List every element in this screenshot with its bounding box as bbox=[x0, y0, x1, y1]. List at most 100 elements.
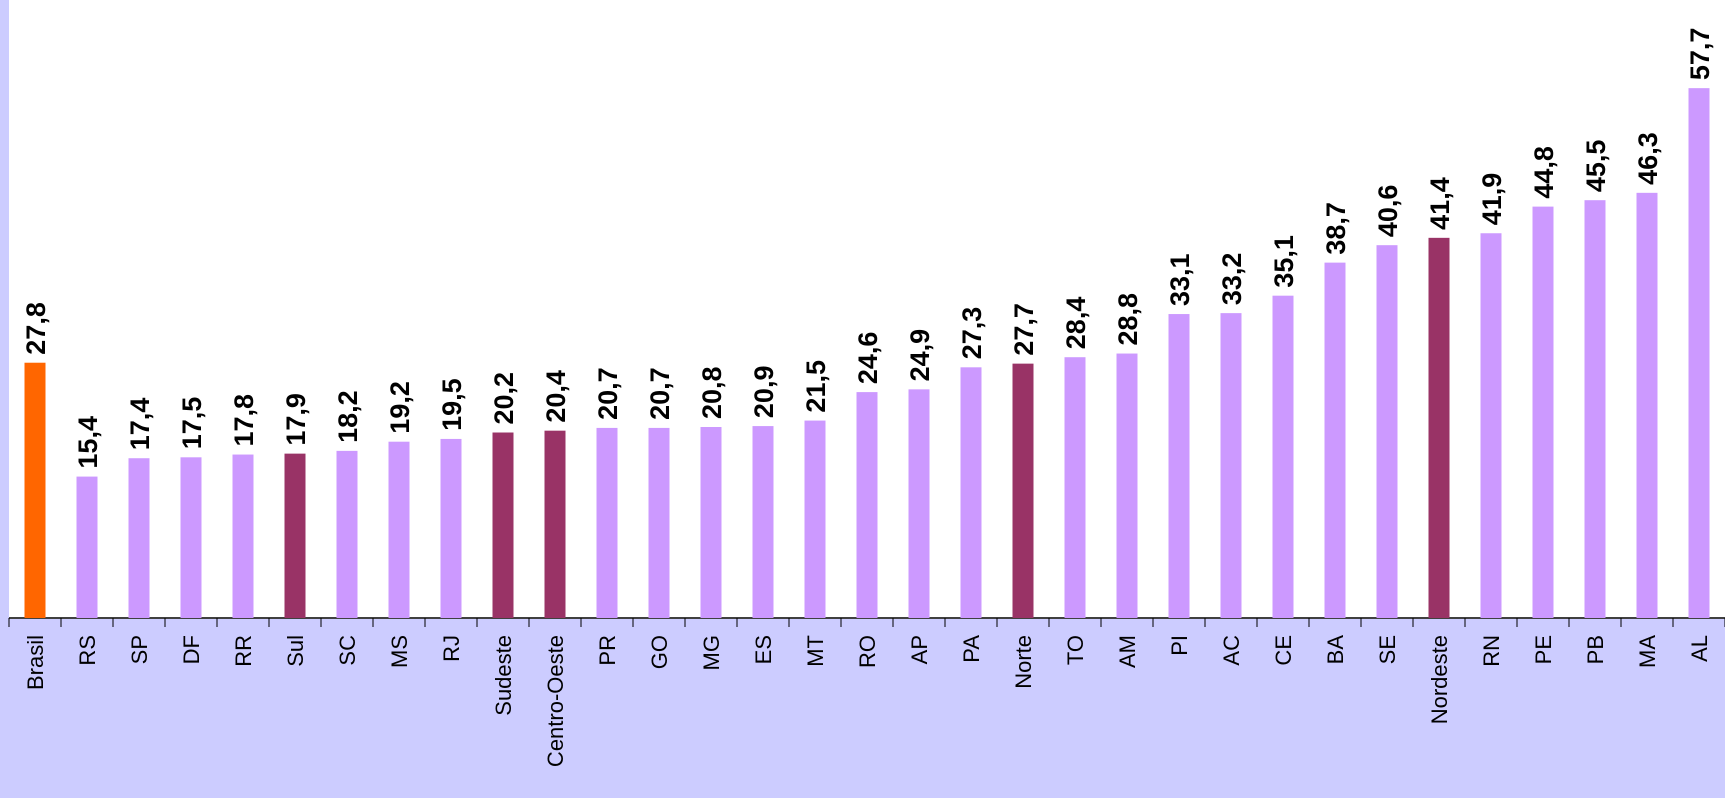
value-label: 24,9 bbox=[905, 329, 935, 382]
value-label: 27,3 bbox=[957, 307, 987, 360]
value-label: 45,5 bbox=[1581, 140, 1611, 193]
bar bbox=[596, 427, 618, 618]
value-label: 24,6 bbox=[853, 332, 883, 385]
bar bbox=[1220, 313, 1242, 618]
bar bbox=[76, 476, 98, 618]
value-label: 20,9 bbox=[749, 366, 779, 419]
bar bbox=[1116, 353, 1138, 618]
x-tick-label: RS bbox=[75, 635, 100, 666]
bar bbox=[1584, 200, 1606, 618]
bar bbox=[544, 430, 566, 618]
value-label: 17,4 bbox=[125, 398, 155, 451]
value-label: 35,1 bbox=[1269, 235, 1299, 288]
value-label: 20,2 bbox=[489, 372, 519, 425]
x-tick-label: Brasil bbox=[23, 635, 48, 690]
x-tick-label: Nordeste bbox=[1427, 635, 1452, 724]
value-label: 40,6 bbox=[1373, 185, 1403, 238]
bar bbox=[1064, 357, 1086, 618]
x-tick-label: MG bbox=[699, 635, 724, 670]
x-tick-label: Centro-Oeste bbox=[543, 635, 568, 767]
x-tick-label: DF bbox=[179, 635, 204, 664]
bar bbox=[1272, 295, 1294, 618]
x-tick-label: RO bbox=[855, 635, 880, 668]
value-label: 19,2 bbox=[385, 381, 415, 434]
value-label: 33,1 bbox=[1165, 253, 1195, 306]
value-label: 18,2 bbox=[333, 390, 363, 443]
x-tick-label: AC bbox=[1219, 635, 1244, 666]
x-tick-label: PI bbox=[1167, 635, 1192, 656]
bar bbox=[1428, 237, 1450, 618]
value-label: 38,7 bbox=[1321, 202, 1351, 255]
x-tick-label: PB bbox=[1583, 635, 1608, 664]
x-tick-label: RN bbox=[1479, 635, 1504, 667]
bar bbox=[1480, 233, 1502, 619]
bar bbox=[752, 426, 774, 618]
value-label: 46,3 bbox=[1633, 132, 1663, 185]
value-label: 20,8 bbox=[697, 366, 727, 419]
bar bbox=[804, 420, 826, 618]
value-label: 41,4 bbox=[1425, 177, 1455, 230]
value-label: 28,8 bbox=[1113, 293, 1143, 346]
bar bbox=[180, 457, 202, 618]
bar bbox=[648, 427, 670, 618]
value-label: 17,5 bbox=[177, 397, 207, 450]
x-tick-label: MS bbox=[387, 635, 412, 668]
x-tick-label: GO bbox=[647, 635, 672, 669]
bar bbox=[1168, 314, 1190, 618]
bar bbox=[232, 454, 254, 618]
x-tick-label: RJ bbox=[439, 635, 464, 662]
value-label: 27,8 bbox=[21, 302, 51, 355]
bar bbox=[388, 441, 410, 618]
bar bbox=[960, 367, 982, 618]
bar bbox=[284, 453, 306, 618]
value-label: 19,5 bbox=[437, 378, 467, 431]
bar bbox=[1376, 245, 1398, 618]
value-label: 44,8 bbox=[1529, 146, 1559, 199]
x-tick-label: PR bbox=[595, 635, 620, 666]
bar bbox=[1012, 363, 1034, 618]
value-label: 20,7 bbox=[645, 367, 675, 420]
value-label: 41,9 bbox=[1477, 173, 1507, 226]
x-tick-label: MA bbox=[1635, 635, 1660, 668]
x-tick-label: SC bbox=[335, 635, 360, 666]
bar bbox=[336, 450, 358, 618]
bar bbox=[700, 426, 722, 618]
x-tick-label: AM bbox=[1115, 635, 1140, 668]
x-tick-label: CE bbox=[1271, 635, 1296, 666]
x-tick-label: AP bbox=[907, 635, 932, 664]
value-label: 27,7 bbox=[1009, 303, 1039, 356]
value-label: 20,7 bbox=[593, 367, 623, 420]
bar bbox=[440, 438, 462, 618]
bar bbox=[24, 362, 46, 618]
x-tick-label: ES bbox=[751, 635, 776, 664]
bar bbox=[128, 458, 150, 618]
x-tick-label: SP bbox=[127, 635, 152, 664]
x-tick-label: TO bbox=[1063, 635, 1088, 665]
x-tick-label: SE bbox=[1375, 635, 1400, 664]
x-tick-label: RR bbox=[231, 635, 256, 667]
value-label: 33,2 bbox=[1217, 253, 1247, 306]
bar bbox=[1636, 192, 1658, 618]
value-label: 20,4 bbox=[541, 370, 571, 423]
x-tick-label: MT bbox=[803, 635, 828, 667]
value-label: 57,7 bbox=[1685, 28, 1715, 81]
x-tick-label: Norte bbox=[1011, 635, 1036, 689]
bar bbox=[492, 432, 514, 618]
bar bbox=[856, 392, 878, 618]
bar bbox=[908, 389, 930, 618]
value-label: 21,5 bbox=[801, 360, 831, 413]
x-tick-label: Sul bbox=[283, 635, 308, 667]
x-tick-label: PE bbox=[1531, 635, 1556, 664]
bar bbox=[1324, 262, 1346, 618]
value-label: 15,4 bbox=[73, 416, 103, 469]
bar bbox=[1688, 88, 1710, 618]
value-label: 28,4 bbox=[1061, 297, 1091, 350]
bar bbox=[1532, 206, 1554, 618]
x-tick-label: Sudeste bbox=[491, 635, 516, 716]
x-tick-label: PA bbox=[959, 635, 984, 663]
value-label: 17,9 bbox=[281, 393, 311, 446]
value-label: 17,8 bbox=[229, 394, 259, 447]
x-tick-label: AL bbox=[1687, 635, 1712, 662]
x-tick-label: BA bbox=[1323, 635, 1348, 665]
